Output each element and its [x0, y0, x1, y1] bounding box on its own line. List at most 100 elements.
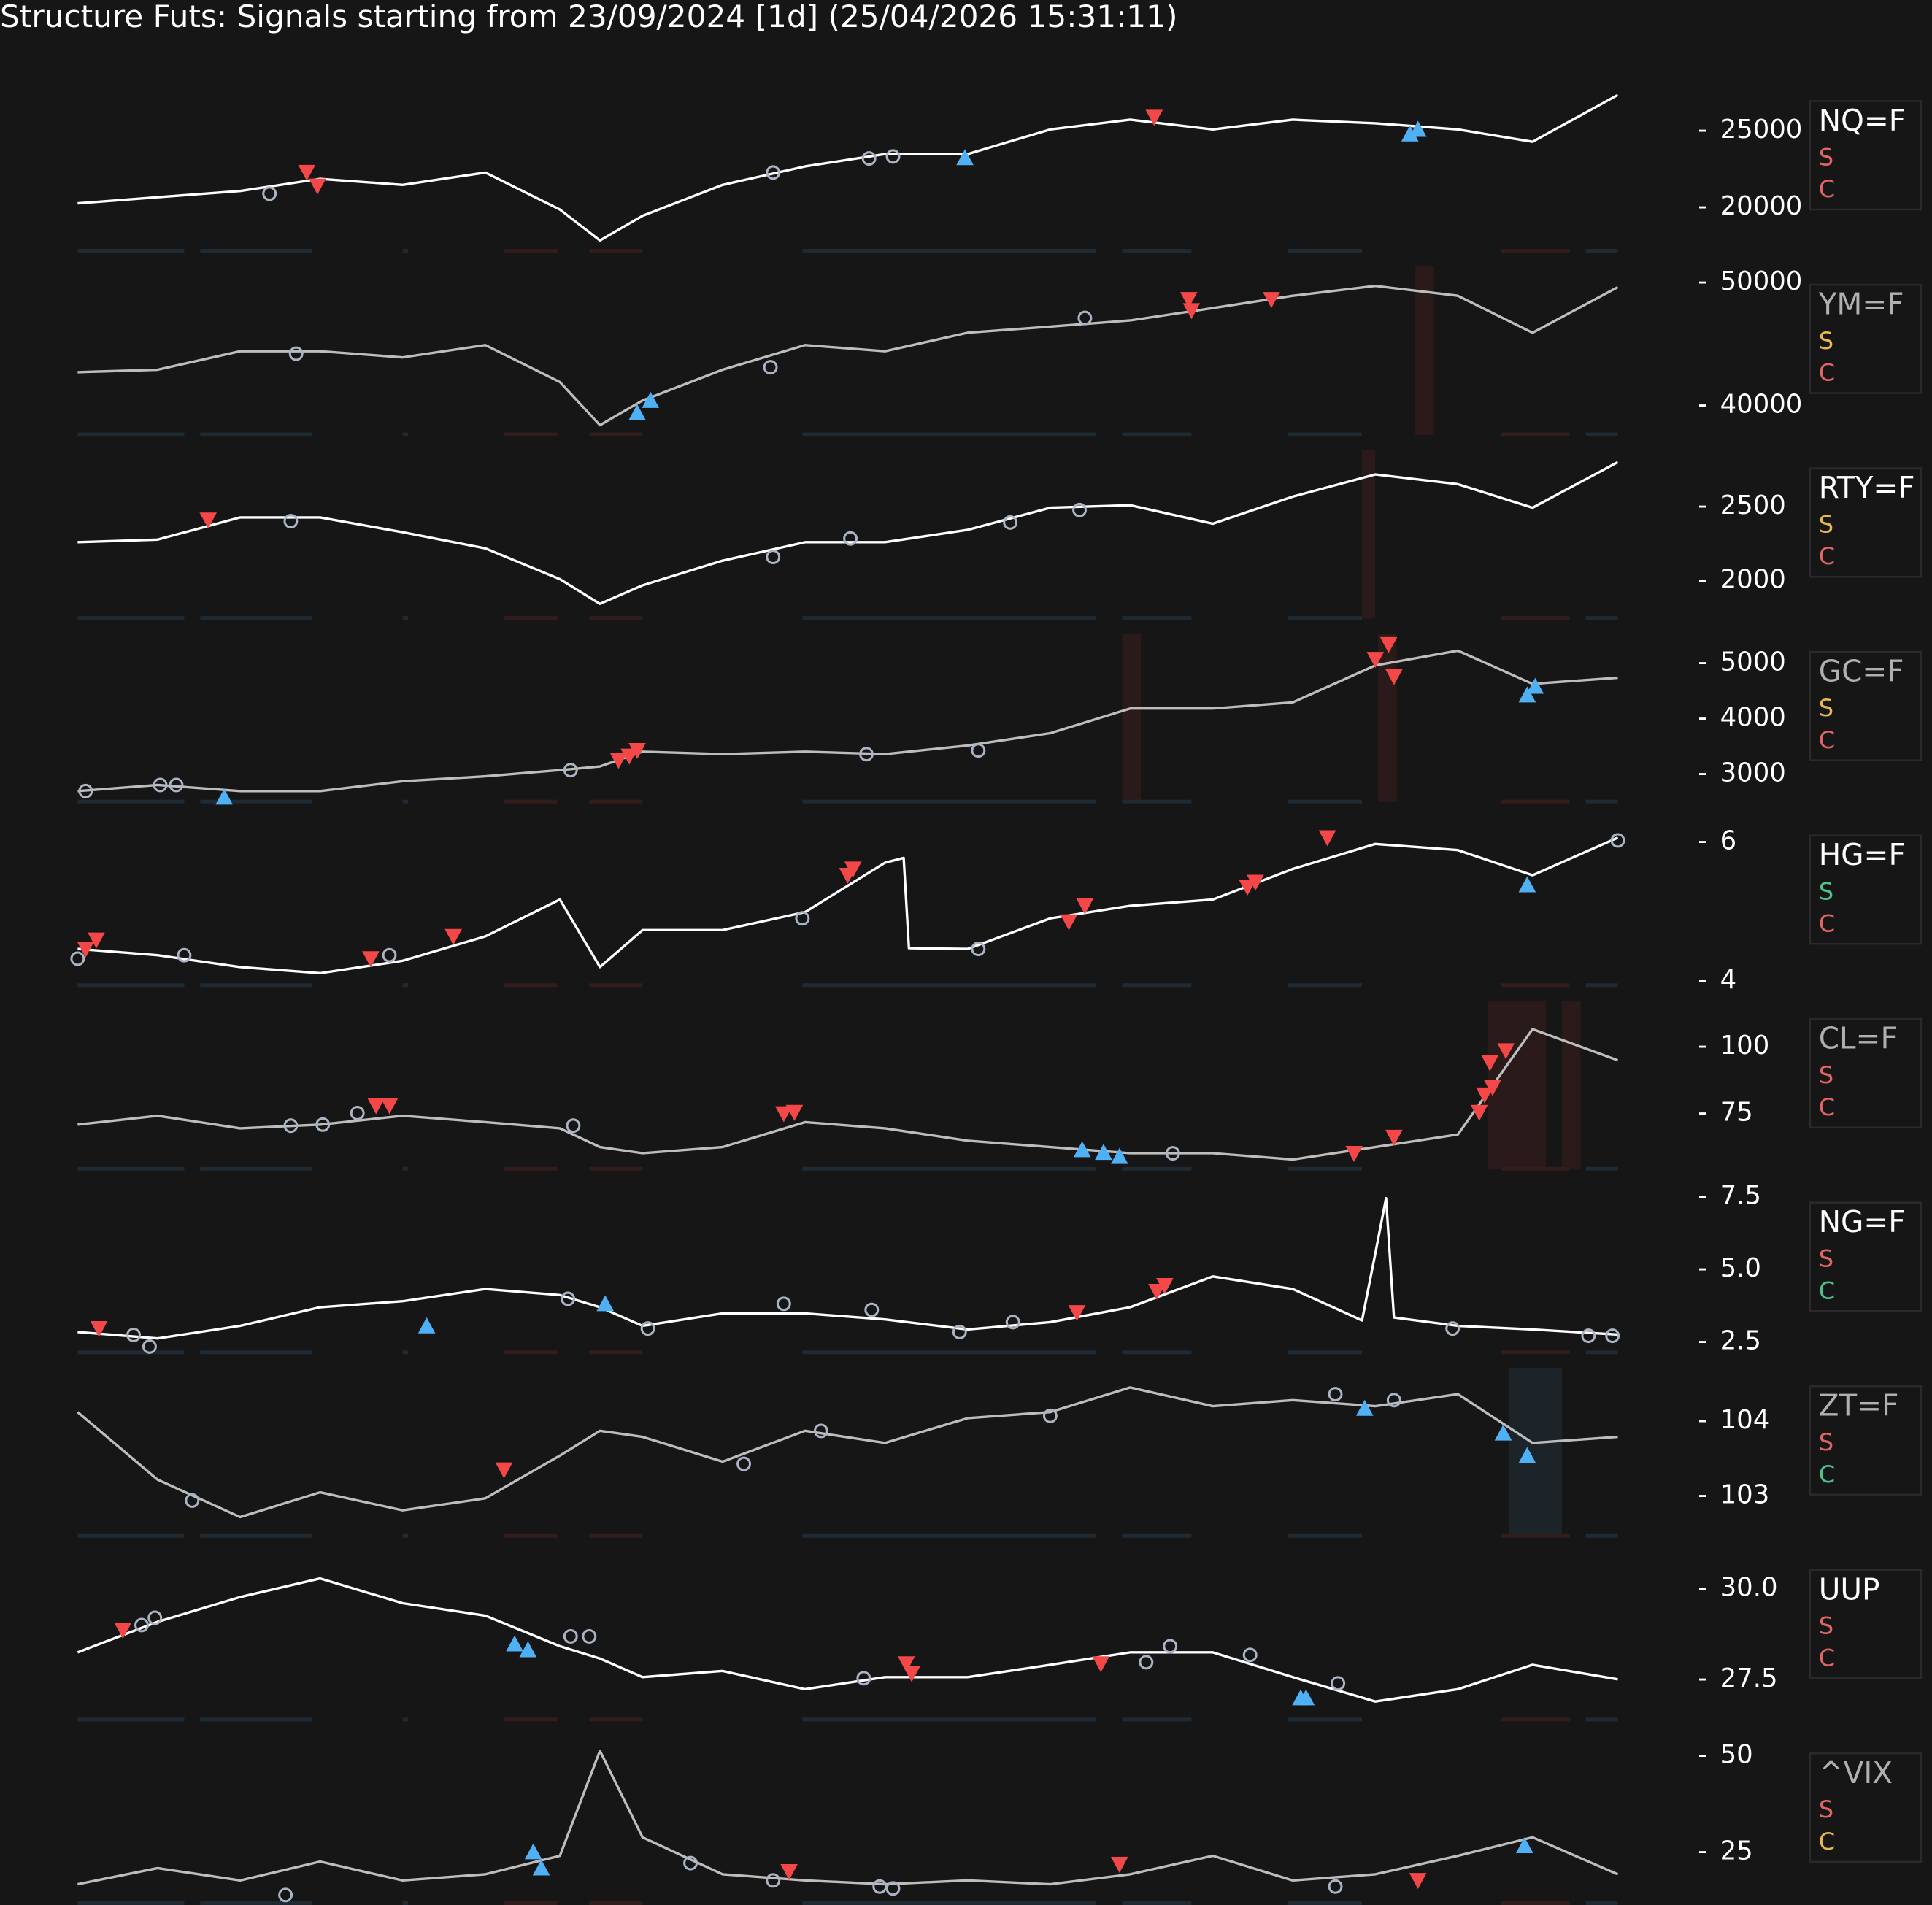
- bull-regime-strip: [1122, 983, 1192, 988]
- circle-signal-marker: [142, 1339, 157, 1354]
- bull-regime-strip: [802, 616, 1096, 620]
- y-tick-mark: -: [1698, 965, 1707, 995]
- circle-signal-marker: [563, 763, 578, 778]
- y-tick-label: 7.5: [1720, 1180, 1761, 1210]
- y-tick-mark: -: [1698, 702, 1707, 732]
- circle-signal-marker: [561, 1291, 576, 1306]
- bull-regime-strip: [77, 799, 185, 804]
- buy-signal-marker: [532, 1859, 550, 1876]
- panel-ztf: 104-103-ZT=FSC: [77, 1367, 1923, 1538]
- legend-ticker: RTY=F: [1819, 470, 1915, 505]
- bear-regime-strip: [589, 1717, 643, 1722]
- legend-entry-c: C: [1819, 175, 1835, 203]
- y-tick-mark: -: [1698, 758, 1707, 788]
- legend-entry-c: C: [1819, 1644, 1835, 1671]
- circle-signal-marker: [1328, 1387, 1343, 1402]
- legend-entry-s: S: [1819, 1061, 1833, 1089]
- circle-signal-marker: [169, 777, 184, 793]
- bull-regime-strip: [1287, 799, 1363, 804]
- circle-signal-marker: [70, 951, 85, 966]
- bull-regime-strip: [200, 1166, 312, 1171]
- bear-regime-strip: [504, 1350, 558, 1355]
- legend-ticker: YM=F: [1818, 287, 1904, 322]
- buy-signal-marker: [1073, 1141, 1091, 1158]
- legend-ticker: HG=F: [1819, 837, 1906, 872]
- circle-signal-marker: [177, 947, 192, 963]
- bull-regime-strip: [802, 983, 1096, 988]
- y-tick-mark: -: [1698, 266, 1707, 296]
- y-tick-label: 50000: [1720, 266, 1803, 296]
- bull-regime-strip: [1287, 616, 1363, 620]
- circle-signal-marker: [283, 514, 299, 529]
- bull-regime-strip: [77, 983, 185, 988]
- bull-regime-strip: [402, 249, 409, 253]
- panel-ymf: 50000-40000-YM=FSC: [77, 266, 1923, 436]
- y-tick-mark: -: [1698, 191, 1707, 221]
- sell-signal-marker: [1145, 109, 1163, 126]
- bull-regime-strip: [802, 249, 1096, 253]
- circle-signal-marker: [861, 151, 877, 166]
- circle-signal-marker: [147, 1610, 163, 1625]
- bull-regime-strip: [77, 1350, 185, 1355]
- bull-regime-strip: [1287, 1166, 1363, 1171]
- y-tick-label: 2500: [1720, 490, 1786, 520]
- sell-signal-marker: [780, 1864, 798, 1880]
- y-tick-label: 2000: [1720, 564, 1786, 594]
- buy-signal-marker: [596, 1295, 615, 1312]
- bull-regime-strip: [402, 983, 409, 988]
- y-tick-label: 3000: [1720, 758, 1786, 788]
- y-tick-label: 50: [1720, 1740, 1753, 1770]
- circle-signal-marker: [1139, 1655, 1154, 1670]
- bear-regime-strip: [589, 1533, 643, 1538]
- bear-regime-strip: [1500, 1350, 1570, 1355]
- sell-signal-marker: [1263, 292, 1280, 309]
- buy-signal-marker: [1526, 677, 1544, 694]
- buy-signal-marker: [519, 1641, 537, 1658]
- circle-signal-marker: [1163, 1639, 1178, 1654]
- circle-signal-marker: [952, 1324, 967, 1339]
- price-line: [77, 1577, 1618, 1703]
- buy-signal-marker: [1515, 1837, 1533, 1853]
- sell-signal-marker: [1092, 1656, 1110, 1673]
- buy-signal-marker: [1095, 1144, 1112, 1161]
- bull-regime-strip: [402, 616, 409, 620]
- buy-signal-marker: [1518, 1447, 1536, 1463]
- y-tick-label: 100: [1720, 1031, 1770, 1061]
- circle-signal-marker: [1005, 1315, 1020, 1330]
- y-tick-mark: -: [1698, 115, 1707, 145]
- shaded-span: [1415, 266, 1434, 435]
- bear-regime-strip: [589, 799, 643, 804]
- circle-signal-marker: [1042, 1408, 1058, 1423]
- bull-regime-strip: [1585, 432, 1618, 436]
- panel-nqf: 25000-20000-NQ=FSC: [77, 93, 1923, 253]
- circle-signal-marker: [766, 165, 781, 180]
- circle-signal-marker: [350, 1106, 365, 1120]
- bull-regime-strip: [1122, 1533, 1192, 1538]
- circle-signal-marker: [885, 149, 901, 164]
- y-tick-mark: -: [1698, 1180, 1707, 1210]
- legend: UUP SC: [1809, 1569, 1923, 1679]
- y-tick-mark: -: [1698, 826, 1707, 855]
- circle-signal-marker: [1242, 1647, 1258, 1663]
- bull-regime-strip: [1287, 1717, 1363, 1722]
- bear-regime-strip: [589, 983, 643, 988]
- sell-signal-marker: [1484, 1080, 1501, 1096]
- sell-signal-marker: [1385, 1129, 1403, 1146]
- sell-signal-marker: [785, 1104, 804, 1121]
- chart-title: Structure Futs: Signals starting from 23…: [0, 0, 1177, 34]
- circle-signal-marker: [872, 1879, 888, 1894]
- sell-signal-marker: [88, 932, 105, 949]
- bull-regime-strip: [402, 1166, 409, 1171]
- price-line: [77, 836, 1619, 975]
- legend: NG=F SC: [1809, 1201, 1923, 1312]
- bear-regime-strip: [589, 1350, 643, 1355]
- buy-signal-marker: [1494, 1424, 1512, 1441]
- sell-signal-marker: [1182, 303, 1201, 320]
- shaded-span: [1561, 1000, 1581, 1170]
- bull-regime-strip: [1585, 249, 1618, 253]
- y-tick-label: 104: [1720, 1405, 1770, 1435]
- bear-regime-strip: [1500, 983, 1570, 988]
- legend-entry-c: C: [1819, 542, 1835, 570]
- legend-ticker: CL=F: [1819, 1021, 1898, 1056]
- y-tick-mark: -: [1698, 647, 1707, 677]
